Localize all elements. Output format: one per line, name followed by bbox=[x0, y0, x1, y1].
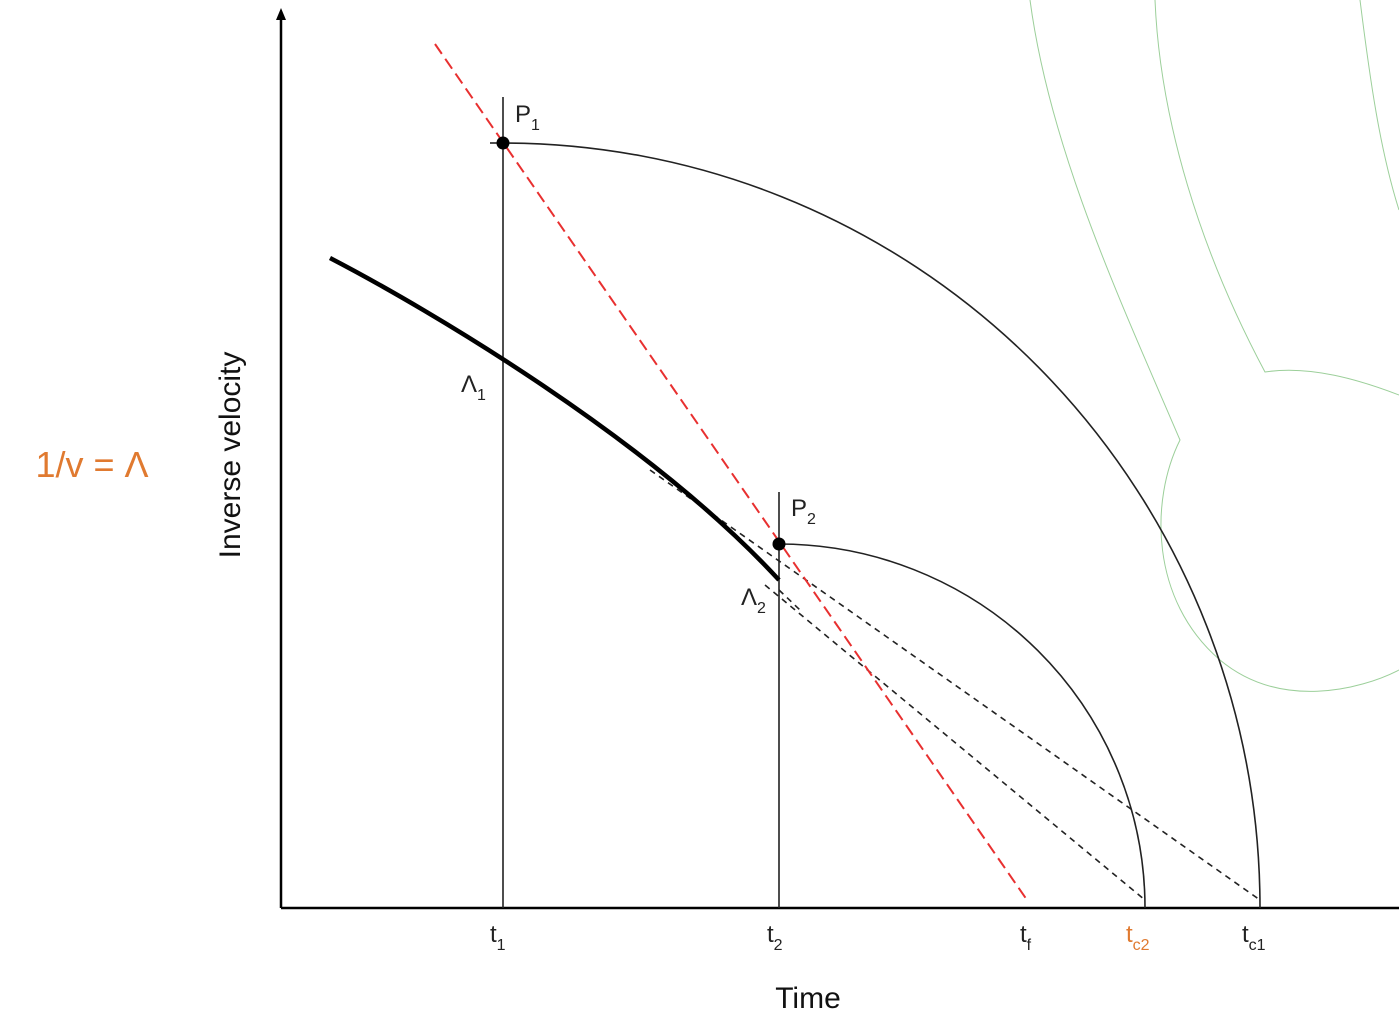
inverse-velocity-curve bbox=[328, 256, 781, 582]
x-tick-label: t1 bbox=[490, 921, 506, 954]
tangent-line bbox=[434, 43, 1028, 901]
point-label: P2 bbox=[791, 495, 816, 528]
x-tick-label: tf bbox=[1020, 921, 1032, 954]
x-axis-label: Time bbox=[775, 982, 841, 1015]
x-tick-label: tc2 bbox=[1126, 921, 1150, 954]
y-axis-label: Inverse velocity bbox=[214, 352, 247, 559]
point-label: Λ2 bbox=[741, 584, 766, 617]
point-label: Λ1 bbox=[461, 371, 486, 404]
point bbox=[772, 537, 786, 551]
axes bbox=[276, 8, 1399, 910]
background-decoration bbox=[1029, 0, 1399, 692]
x-tick-label: tc1 bbox=[1242, 921, 1266, 954]
annotation: 1/v = Λ bbox=[35, 444, 148, 485]
point bbox=[496, 136, 510, 150]
x-tick-label: t2 bbox=[767, 921, 783, 954]
point-label: P1 bbox=[515, 101, 540, 134]
construction-lines bbox=[490, 97, 1261, 909]
